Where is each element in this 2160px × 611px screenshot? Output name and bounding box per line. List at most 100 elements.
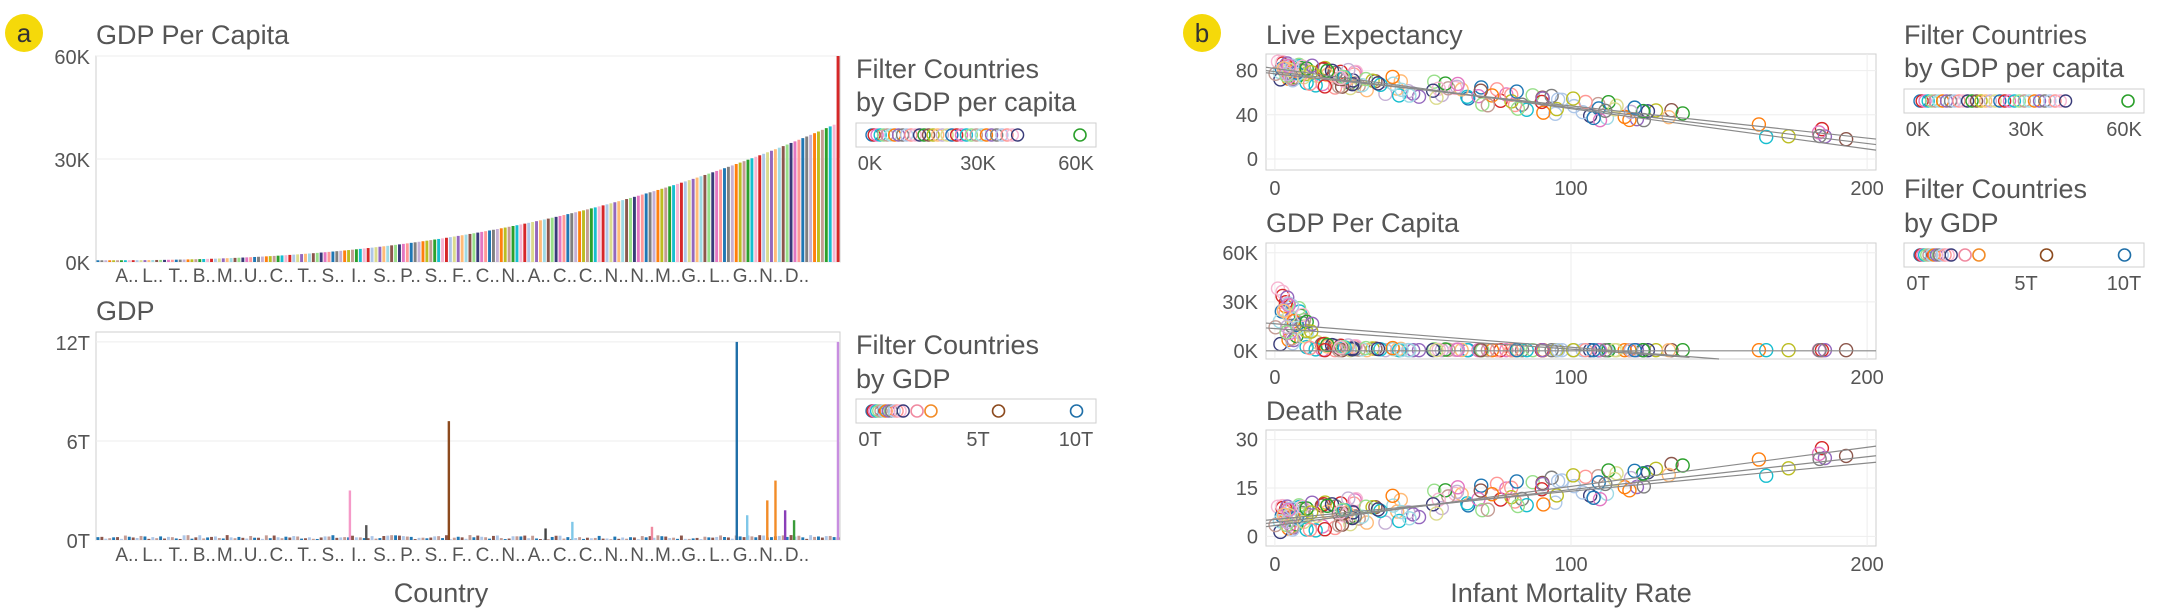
fb1-dot bbox=[1969, 94, 1984, 108]
b3-xtick-label: 200 bbox=[1850, 554, 1883, 576]
a2-bar bbox=[139, 535, 143, 540]
filter-b-gdp-per-capita-slider[interactable]: 0K 30K 60K bbox=[1903, 88, 2145, 141]
b1-point bbox=[1320, 63, 1335, 78]
fa1-tick-label: 30K bbox=[960, 153, 996, 175]
a2-bar bbox=[515, 536, 519, 540]
a1-bar bbox=[632, 196, 636, 262]
b1-point bbox=[1514, 97, 1530, 112]
a1-bar bbox=[707, 173, 711, 262]
a1-bar bbox=[229, 258, 233, 262]
a1-bar bbox=[617, 201, 621, 262]
a2-bar bbox=[484, 537, 488, 540]
a1-bar bbox=[699, 176, 703, 262]
a2-bar bbox=[108, 538, 112, 540]
b1-point bbox=[1475, 97, 1490, 112]
b2-ytick-label: 0K bbox=[1234, 341, 1259, 363]
b2-point bbox=[1544, 342, 1559, 358]
filter-a-gdp-track[interactable] bbox=[855, 398, 1097, 424]
fb1-dot bbox=[1924, 94, 1939, 108]
b1-point bbox=[1385, 69, 1400, 85]
b2-point bbox=[1411, 342, 1427, 358]
a2-bar bbox=[354, 537, 358, 540]
a2-bar bbox=[468, 535, 472, 540]
filter-b-gdp-slider[interactable]: 0T 5T 10T bbox=[1903, 242, 2145, 295]
a2-bar bbox=[554, 535, 558, 540]
a2-bar bbox=[237, 536, 241, 540]
filter-a-gdppc-title-1: Filter Countries bbox=[856, 54, 1039, 84]
fb1-dot bbox=[1960, 94, 1975, 108]
a2-bar bbox=[499, 538, 503, 540]
b3-point bbox=[1544, 470, 1559, 485]
a2-bar bbox=[672, 537, 676, 540]
a1-bar bbox=[358, 248, 362, 262]
b2-point bbox=[1304, 316, 1320, 332]
a2-bar bbox=[127, 536, 131, 540]
a1-bar bbox=[139, 260, 143, 262]
a2-bar bbox=[691, 538, 695, 540]
a2-bar bbox=[781, 535, 785, 540]
a1-xtick-label: S.. bbox=[373, 266, 396, 287]
a1-bar bbox=[687, 180, 691, 262]
a2-bar bbox=[233, 538, 237, 540]
a2-xtick-label: S.. bbox=[373, 545, 396, 566]
a2-bar bbox=[660, 536, 664, 540]
a1-bar bbox=[378, 246, 382, 262]
fb2-dot bbox=[2117, 248, 2132, 262]
a1-bar bbox=[730, 165, 734, 262]
fa1-dot bbox=[954, 128, 969, 142]
a1-bar bbox=[296, 254, 300, 262]
a2-bar bbox=[707, 537, 711, 540]
fa2-dot bbox=[991, 404, 1006, 418]
a2-bar bbox=[245, 538, 249, 540]
b3-point bbox=[1385, 488, 1400, 504]
b1-point bbox=[1509, 84, 1524, 99]
b3-point bbox=[1304, 495, 1320, 510]
fa1-dot bbox=[974, 128, 989, 142]
b1-point bbox=[1627, 100, 1642, 115]
a1-xtick-label: N.. bbox=[759, 266, 783, 287]
b3-xtick-label: 0 bbox=[1269, 554, 1280, 576]
fb1-dot bbox=[1921, 94, 1935, 108]
b3-point bbox=[1549, 488, 1564, 503]
b2-point bbox=[1781, 342, 1796, 358]
fb2-dot bbox=[1941, 248, 1955, 262]
a1-bar bbox=[601, 205, 605, 262]
b2-xtick-label: 0 bbox=[1269, 367, 1280, 389]
b1-point bbox=[1781, 129, 1796, 144]
a1-xtick-label: A.. bbox=[115, 266, 138, 287]
a2-bar bbox=[542, 538, 546, 540]
a1-bar bbox=[828, 126, 832, 262]
fa1-dot bbox=[1010, 128, 1025, 142]
a1-bar bbox=[781, 146, 785, 262]
fa1-dot bbox=[940, 128, 954, 142]
b2-point bbox=[1385, 340, 1400, 356]
a1-bar bbox=[213, 258, 217, 262]
b1-point bbox=[1751, 117, 1767, 132]
fb1-dot bbox=[2058, 94, 2073, 108]
a2-bar bbox=[441, 538, 445, 540]
panel-b-badge: b bbox=[1183, 14, 1221, 52]
fa1-dot bbox=[995, 128, 1009, 142]
filter-b-gdp-track[interactable] bbox=[1903, 242, 2145, 268]
b1-point bbox=[1304, 58, 1320, 73]
a1-bar bbox=[652, 191, 656, 262]
fb1-dot bbox=[1993, 94, 2007, 108]
fa2-dot bbox=[896, 404, 910, 418]
b3-point bbox=[1598, 476, 1613, 492]
a1-xtick-label: M.. bbox=[217, 266, 243, 287]
a2-bar bbox=[213, 536, 217, 540]
b3-xtick-label: 100 bbox=[1554, 554, 1587, 576]
b1-xtick-label: 200 bbox=[1850, 178, 1883, 200]
filter-a-gdp-per-capita-slider[interactable]: 0K 30K 60K bbox=[855, 122, 1097, 175]
filter-a-gdp-slider[interactable]: 0T 5T 10T bbox=[855, 398, 1097, 451]
b3-point bbox=[1627, 463, 1642, 479]
a1-bar bbox=[562, 215, 566, 262]
a1-bar bbox=[198, 259, 202, 262]
a2-bar bbox=[198, 535, 202, 540]
a2-bar bbox=[300, 538, 304, 540]
a2-bar bbox=[511, 536, 515, 540]
a1-ytick-label: 30K bbox=[54, 150, 90, 172]
fb1-dot bbox=[1956, 94, 1970, 108]
b2-point bbox=[1402, 342, 1417, 358]
a1-bar bbox=[127, 260, 131, 262]
